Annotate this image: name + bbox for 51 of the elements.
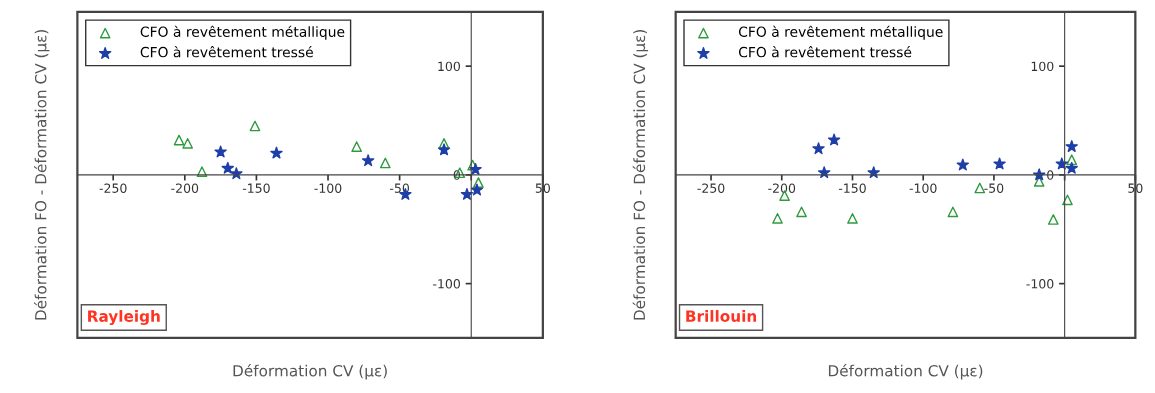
y-tick-label: -100 [433, 279, 460, 289]
legend-label: CFO à revêtement métallique [738, 25, 943, 40]
x-tick-label: -100 [314, 183, 342, 193]
legend-label: CFO à revêtement métallique [140, 25, 345, 40]
x-tick-label: -200 [768, 183, 796, 193]
point [812, 142, 825, 155]
y-tick-label: 100 [438, 61, 460, 72]
x-tick-label: -250 [99, 183, 127, 193]
point [1066, 154, 1078, 166]
point [221, 161, 234, 174]
point [182, 137, 194, 149]
y-axis-title: Déformation FO - Déformation CV (µε) [34, 29, 50, 320]
point [993, 157, 1006, 170]
point [214, 145, 227, 158]
legend-label: CFO à revêtement tressé [140, 46, 313, 58]
y-tick-label: 100 [1031, 61, 1054, 72]
x-tick-label: -150 [838, 183, 866, 193]
point [1062, 194, 1073, 206]
point [796, 206, 807, 218]
point [270, 146, 283, 159]
x-tick-label: -50 [984, 183, 1004, 193]
point [947, 206, 959, 218]
point [379, 157, 391, 169]
point [772, 213, 783, 224]
y-axis-title: Déformation FO - Déformation CV (µε) [632, 29, 649, 320]
point [438, 137, 450, 149]
point [469, 162, 482, 175]
x-tick-label: -250 [697, 183, 725, 193]
x-axis-title: Déformation CV (µε) [828, 364, 983, 380]
annotation: Rayleigh [88, 310, 160, 325]
x-tick-label: -150 [242, 183, 270, 193]
point [956, 158, 970, 171]
point [1047, 214, 1059, 225]
point [173, 134, 185, 146]
point [1065, 140, 1078, 153]
point [847, 213, 858, 224]
point [470, 183, 484, 196]
legend-label: CFO à revêtement tressé [738, 46, 912, 58]
point [827, 133, 841, 146]
annotation: Brillouin [686, 310, 757, 322]
point [249, 120, 261, 132]
y-tick-label: -100 [1026, 279, 1054, 289]
point [361, 154, 375, 167]
point [460, 187, 474, 200]
point [437, 143, 451, 156]
x-tick-label: -200 [171, 183, 199, 193]
point [351, 141, 363, 152]
point [196, 166, 208, 177]
point [1065, 161, 1078, 174]
x-tick-label: -100 [909, 183, 937, 193]
x-axis-title: Déformation CV (µε) [233, 364, 387, 380]
